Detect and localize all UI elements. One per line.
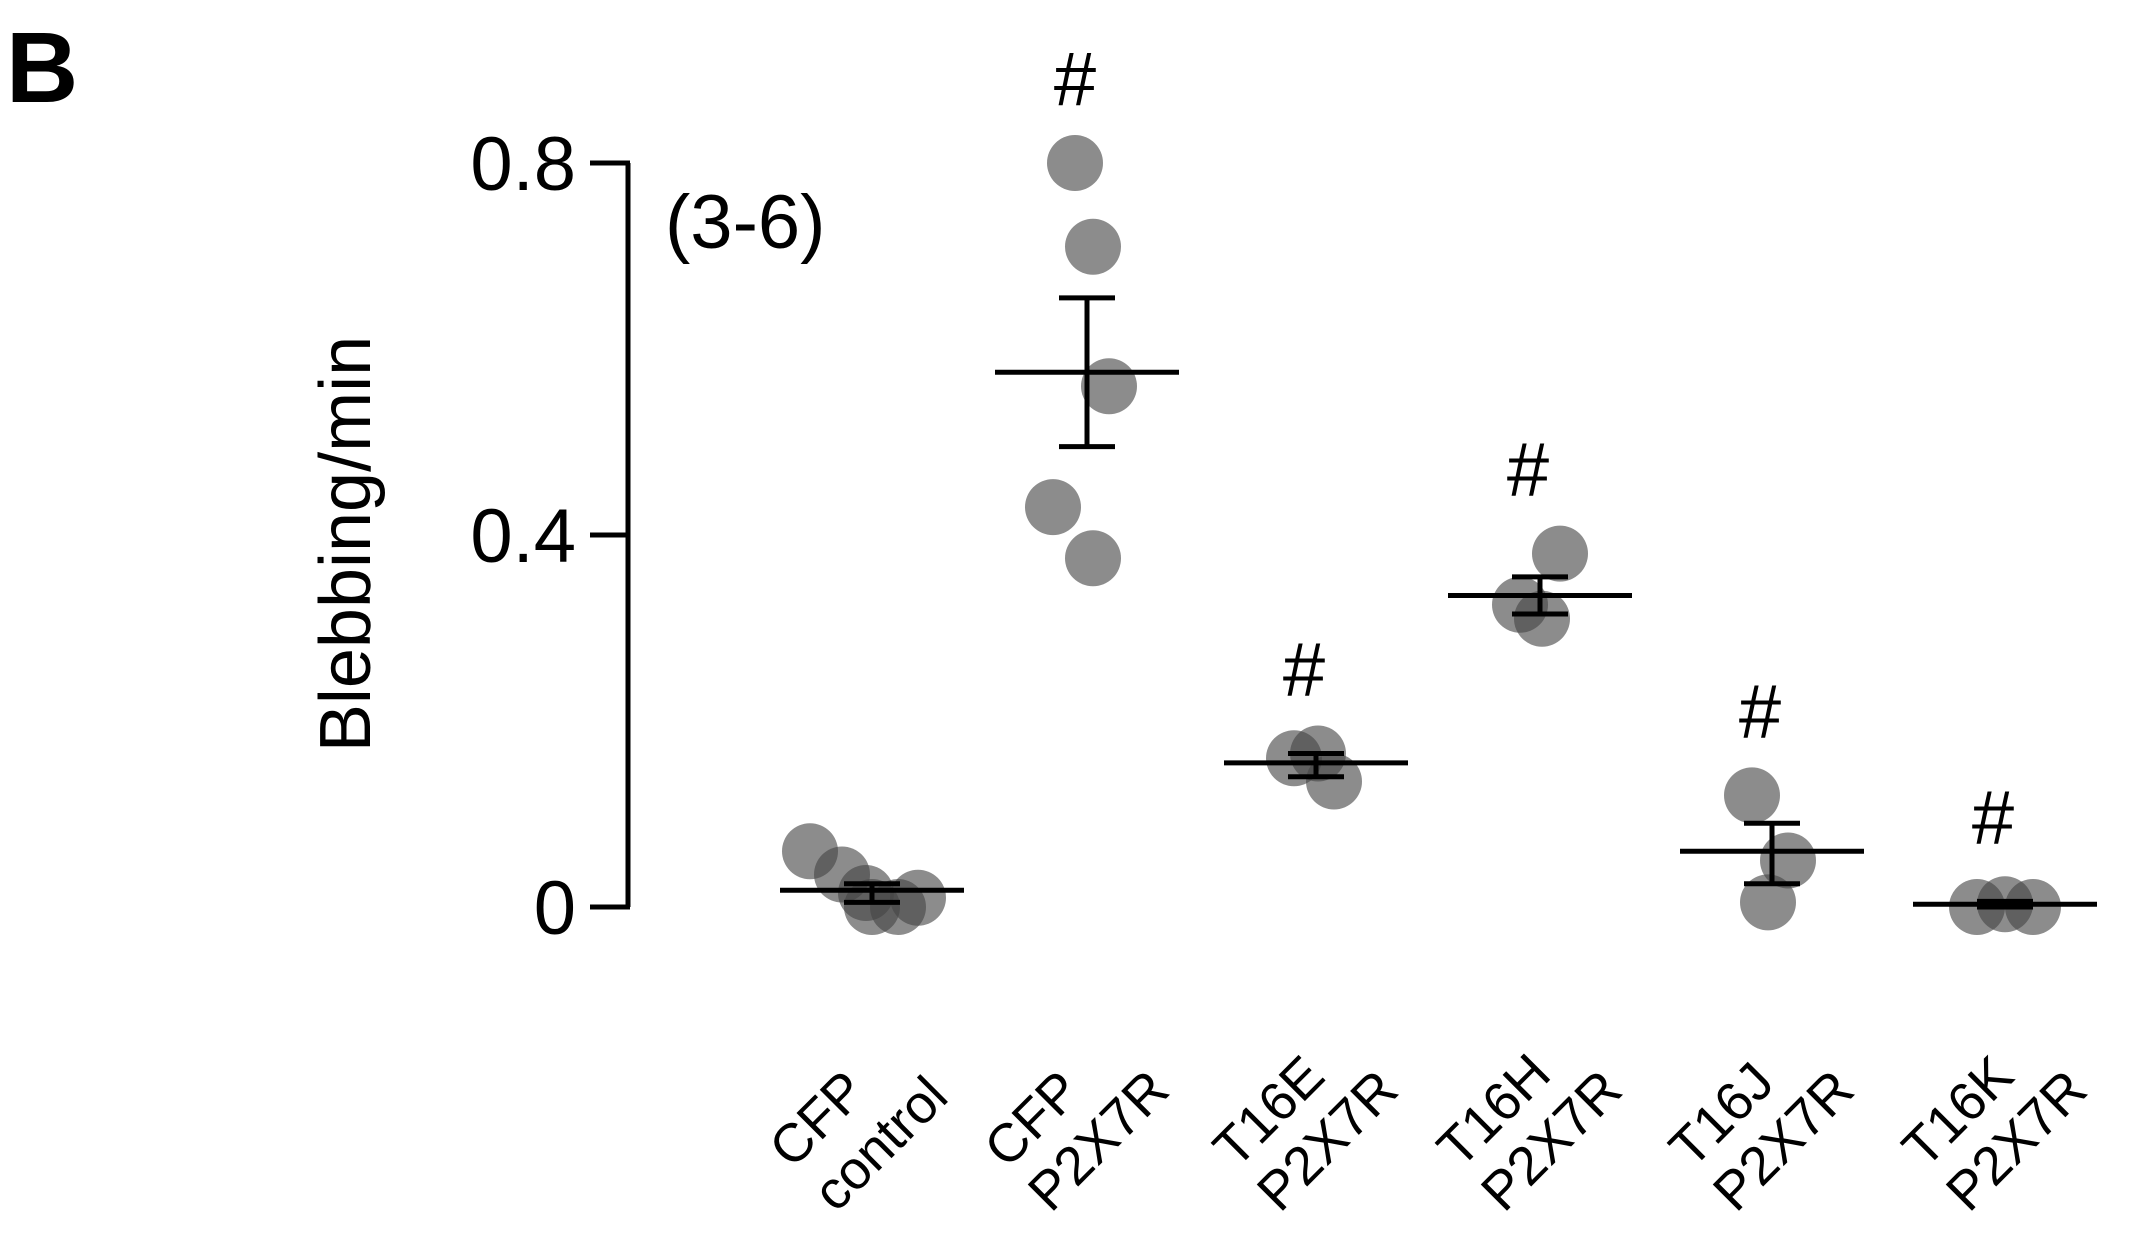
data-point [1047, 135, 1103, 191]
x-category-label: T16JP2X7R [1658, 1015, 1865, 1222]
data-point [1740, 874, 1796, 931]
significance-marker: # [1283, 628, 1325, 713]
data-point [1065, 218, 1121, 275]
data-point [1532, 525, 1588, 582]
x-category-label: CFPP2X7R [973, 1015, 1180, 1222]
category-labels: CFPcontrol CFPP2X7R T16EP2X7R T16HP2X7R T16J… [758, 1015, 2098, 1223]
data-point [1514, 590, 1570, 647]
significance-marker: # [1507, 428, 1549, 513]
data-point [1065, 530, 1121, 587]
y-axis-label: Blebbing/min [306, 336, 386, 752]
data-point [1306, 753, 1362, 810]
n-range-annotation: (3-6) [665, 180, 825, 265]
significance-marker: # [1054, 37, 1096, 122]
data-point [1724, 767, 1780, 824]
data-point [1025, 479, 1081, 536]
mean-sem-bars [780, 295, 2097, 910]
significance-marker: # [1739, 669, 1781, 754]
data-point [890, 869, 946, 926]
significance-marker: # [1972, 775, 2014, 860]
y-tick-label: 0 [534, 866, 576, 951]
x-category-label: T16HP2X7R [1426, 1015, 1633, 1222]
x-category-label: T16KP2X7R [1891, 1015, 2098, 1222]
y-tick-label: 0.4 [470, 494, 576, 579]
y-tick-label: 0.8 [470, 122, 576, 207]
significance-markers: # # # # # [1054, 37, 2014, 860]
panel-label: B [6, 12, 78, 124]
y-axis: 0 0.4 0.8 [470, 122, 631, 951]
data-points [782, 135, 2061, 935]
x-category-label: CFPcontrol [758, 1021, 959, 1222]
x-category-label: T16EP2X7R [1202, 1015, 1409, 1222]
